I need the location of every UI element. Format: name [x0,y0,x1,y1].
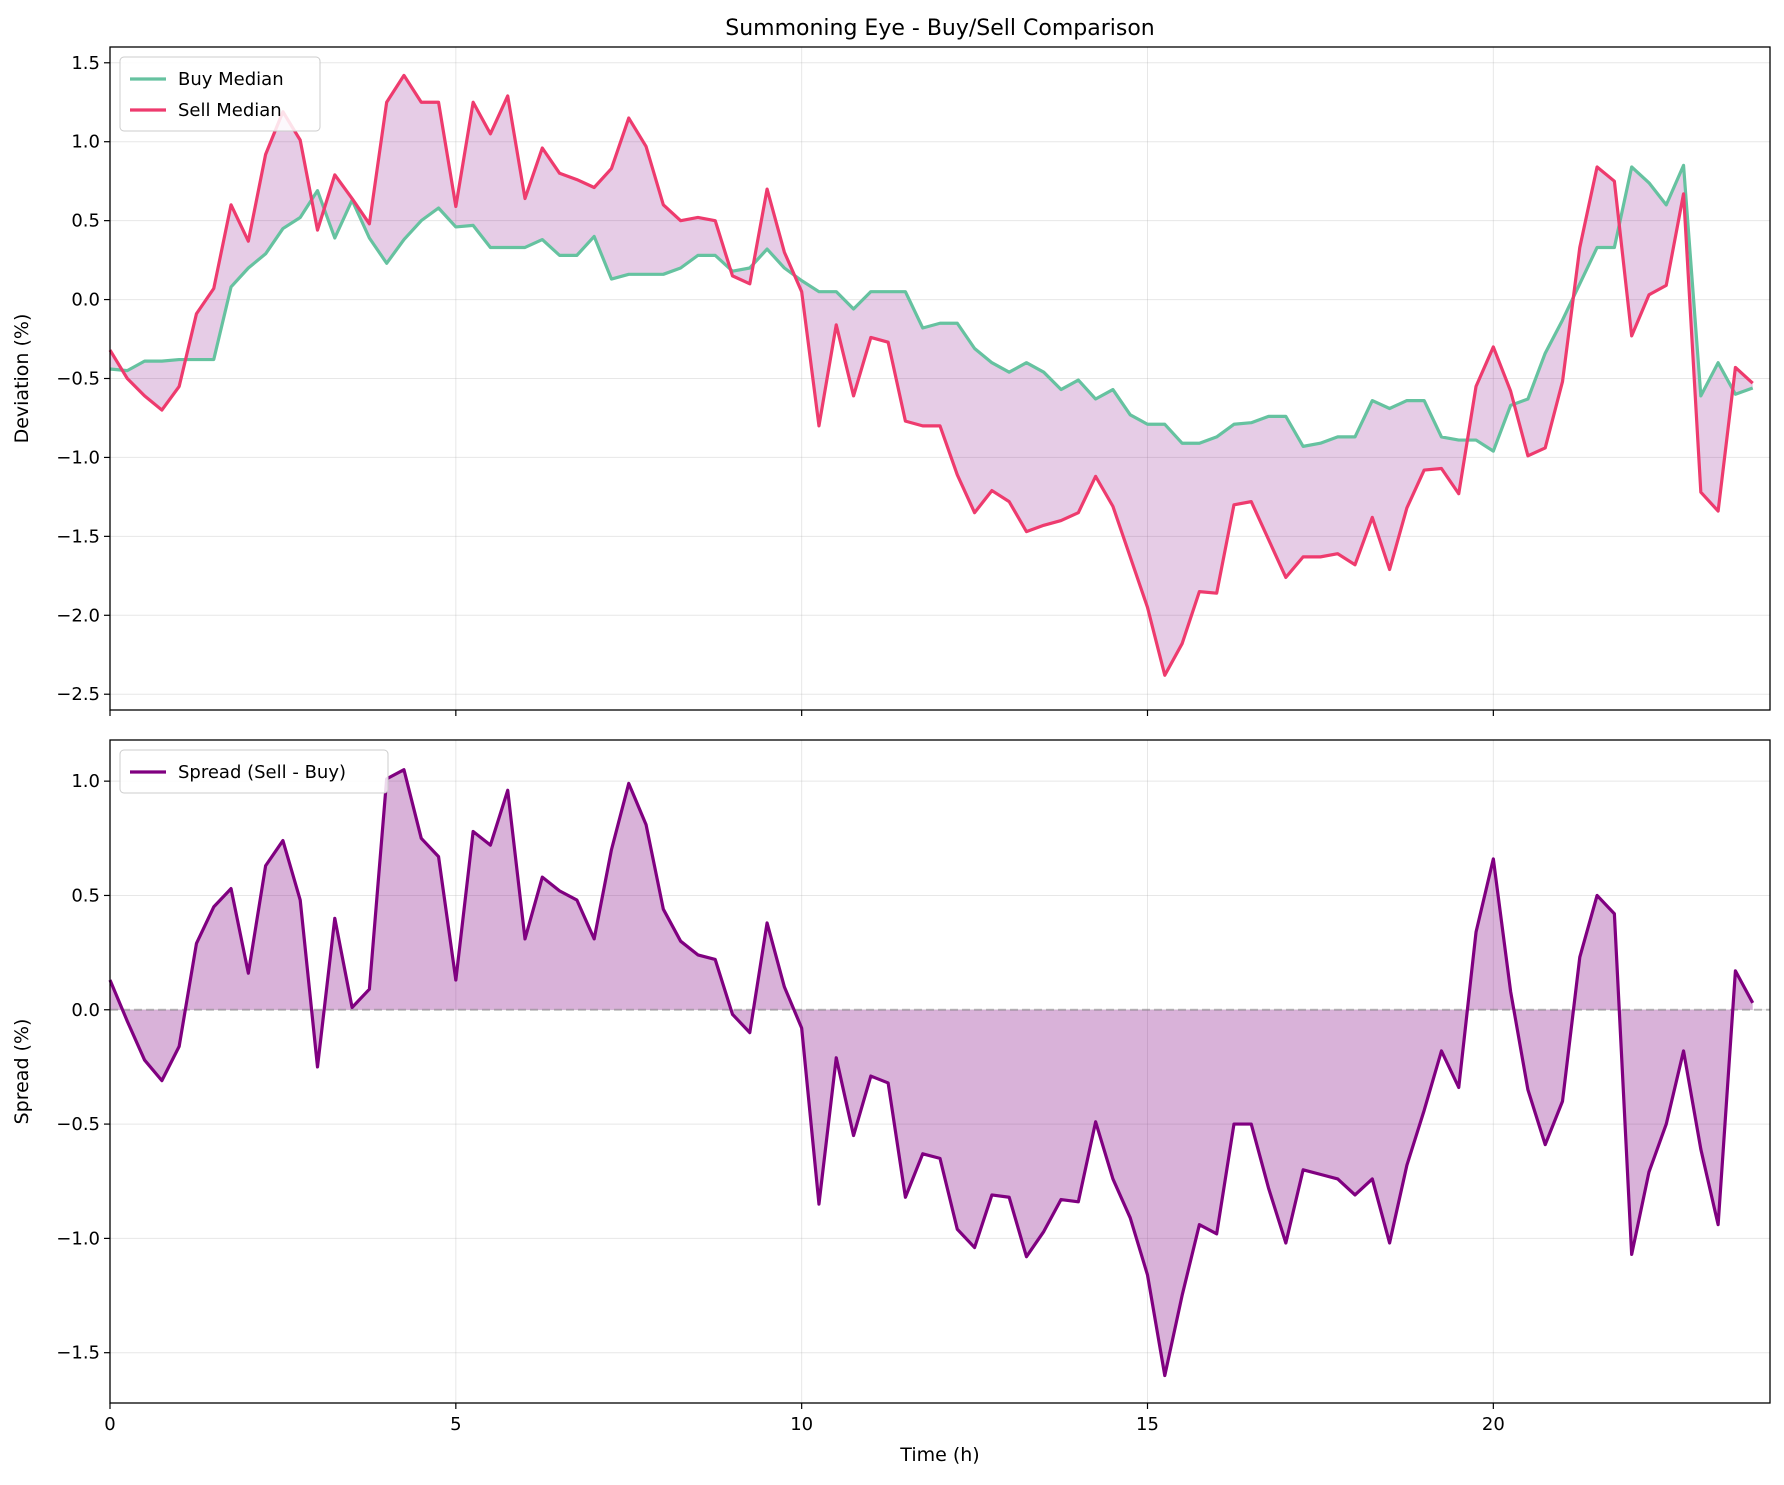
y-tick-label: 0.0 [71,290,100,311]
fill-between-area [110,75,1753,676]
y-tick-label: −1.5 [56,1343,100,1364]
y-tick-label: 0.5 [71,885,100,906]
y-tick-label: −1.0 [56,447,100,468]
legend-box [119,56,321,132]
legend-label-1: Sell Median [178,100,282,121]
y-tick-label: −2.5 [56,684,100,705]
x-tick-label: 20 [1482,1414,1505,1435]
series-line-0 [108,768,1755,1378]
x-tick-label: 5 [450,1414,461,1435]
legend-label-0: Spread (Sell - Buy) [178,762,346,783]
legend-box [119,749,389,794]
y-tick-label: −0.5 [56,369,100,390]
y-tick-label: 0.5 [71,211,100,232]
panel-spread: −1.5 −1.0 −0.5 0.0 0.5 1.0 0 5 10 15 20 Spread (%) T… [11,739,1771,1466]
x-axis-label: Time (h) [899,1444,979,1466]
axes-frame [109,739,1771,1404]
y-axis-label: Deviation (%) [11,314,33,444]
series-line-1 [108,73,1754,677]
y-tick-label: 0.0 [71,1000,100,1021]
y-tick-label: 1.0 [71,771,100,792]
y-tick-label: −1.5 [56,526,100,547]
x-tick-label: 10 [790,1414,813,1435]
spread-fill-area [110,769,1753,1376]
chart-title: Summoning Eye - Buy/Sell Comparison [725,16,1154,41]
y-tick-label: −2.0 [56,605,100,626]
legend-label-0: Buy Median [178,69,284,90]
panel-deviation: −2.5 −2.0 −1.5 −1.0 −0.5 0.0 0.5 1.0 1.5 Deviatio… [11,16,1771,716]
y-axis-label: Spread (%) [11,1019,33,1125]
x-tick-label: 0 [104,1414,115,1435]
x-tick-label: 15 [1136,1414,1159,1435]
y-tick-label: 1.0 [71,132,100,153]
y-tick-label: 1.5 [71,53,100,74]
y-tick-label: −0.5 [56,1114,100,1135]
y-tick-label: −1.0 [56,1228,100,1249]
series-line-0 [109,163,1754,453]
